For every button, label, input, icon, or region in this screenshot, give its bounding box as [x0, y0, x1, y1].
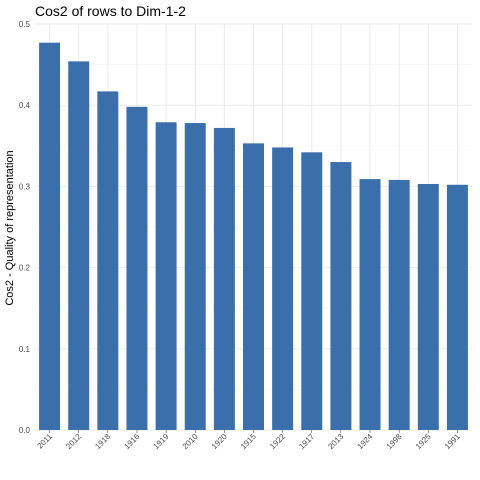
bar [272, 147, 294, 430]
y-tick-label: 0.4 [19, 101, 31, 110]
bar [155, 122, 177, 430]
bar [388, 179, 410, 430]
bar [213, 127, 235, 430]
bar-layer [39, 42, 468, 431]
y-tick-label: 0.1 [19, 345, 31, 354]
y-tick-label: 0.0 [19, 426, 31, 435]
bar [184, 123, 206, 431]
bar [243, 143, 264, 430]
y-tick-label: 0.2 [19, 264, 31, 273]
bar [359, 179, 381, 430]
bar [330, 162, 352, 431]
bar [301, 152, 323, 430]
bar [126, 106, 148, 430]
y-axis-label: Cos2 - Quality of representation [4, 150, 16, 305]
y-tick-label: 0.5 [19, 20, 31, 29]
y-axis-ticks: 0.0 0.1 0.2 0.3 0.4 0.5 [19, 20, 31, 435]
bar [68, 61, 90, 431]
bar [97, 91, 119, 431]
chart-title: Cos2 of rows to Dim-1-2 [35, 3, 186, 19]
bar [417, 183, 439, 430]
bar [446, 184, 468, 430]
bar [39, 42, 61, 431]
y-tick-label: 0.3 [19, 182, 31, 191]
